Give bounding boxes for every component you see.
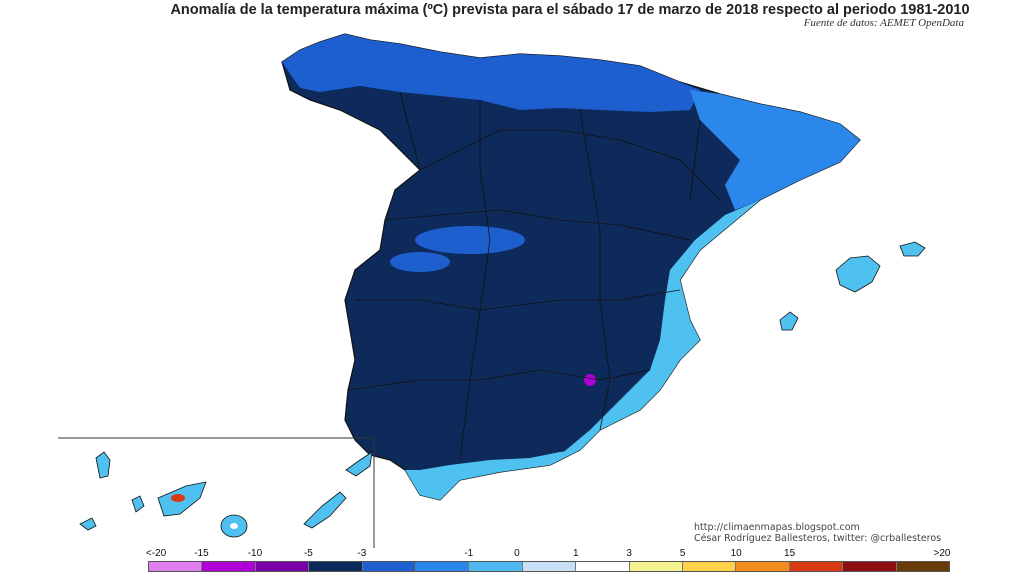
legend-swatch	[896, 562, 950, 571]
legend-swatch	[149, 562, 203, 571]
legend-swatch	[362, 562, 417, 571]
map-title: Anomalía de la temperatura máxima (ºC) p…	[170, 2, 970, 18]
northeast-band	[690, 90, 860, 210]
legend-labels: <-20 -15 -10 -5 -3 -1 0 1 3 5 10 15 >20	[145, 548, 951, 560]
legend-label: 1	[572, 548, 579, 559]
legend-swatch	[469, 562, 523, 571]
credits: http://climaenmapas.blogspot.com César R…	[694, 522, 941, 544]
canary-islands	[79, 451, 373, 538]
legend-label: >20	[933, 548, 951, 559]
central-patch	[415, 226, 525, 254]
legend-label: -10	[247, 548, 263, 559]
region-borders	[347, 91, 721, 461]
legend-swatch	[576, 562, 630, 571]
legend-swatch	[683, 562, 737, 571]
legend-label: 15	[784, 548, 796, 559]
legend-label: 0	[514, 548, 520, 559]
north-coast-band	[282, 34, 700, 112]
legend-swatch	[736, 562, 790, 571]
legend-swatch	[255, 562, 310, 571]
legend-swatch	[522, 562, 577, 571]
credits-url[interactable]: http://climaenmapas.blogspot.com	[694, 522, 860, 533]
legend-color-bar	[148, 561, 950, 572]
mallorca-island	[835, 255, 881, 293]
legend-label: <-20	[145, 548, 167, 559]
legend-swatch	[789, 562, 844, 571]
ibiza-island	[779, 311, 799, 331]
data-source: Fuente de datos: AEMET OpenData	[803, 17, 964, 29]
legend-swatch	[202, 562, 256, 571]
legend-swatch	[843, 562, 897, 571]
legend-label: -15	[194, 548, 209, 559]
menorca-island	[899, 241, 926, 257]
credits-author: César Rodríguez Ballesteros, twitter: @c…	[694, 533, 942, 544]
legend-label: 10	[730, 548, 742, 559]
legend-swatch	[309, 562, 363, 571]
south-coast-band	[405, 450, 580, 500]
legend-label: 5	[679, 548, 686, 559]
legend-label: -3	[357, 548, 367, 559]
legend-swatch	[629, 562, 684, 571]
warm-spot	[584, 374, 596, 386]
canary-inset-frame	[58, 437, 375, 548]
legend-label: -1	[464, 548, 474, 559]
legend-label: 3	[626, 548, 632, 559]
legend-swatch	[416, 562, 470, 571]
legend: <-20 -15 -10 -5 -3 -1 0 1 3 5 10 15 >20	[145, 548, 951, 574]
central-patch	[390, 252, 450, 272]
legend-label: -5	[303, 548, 313, 559]
